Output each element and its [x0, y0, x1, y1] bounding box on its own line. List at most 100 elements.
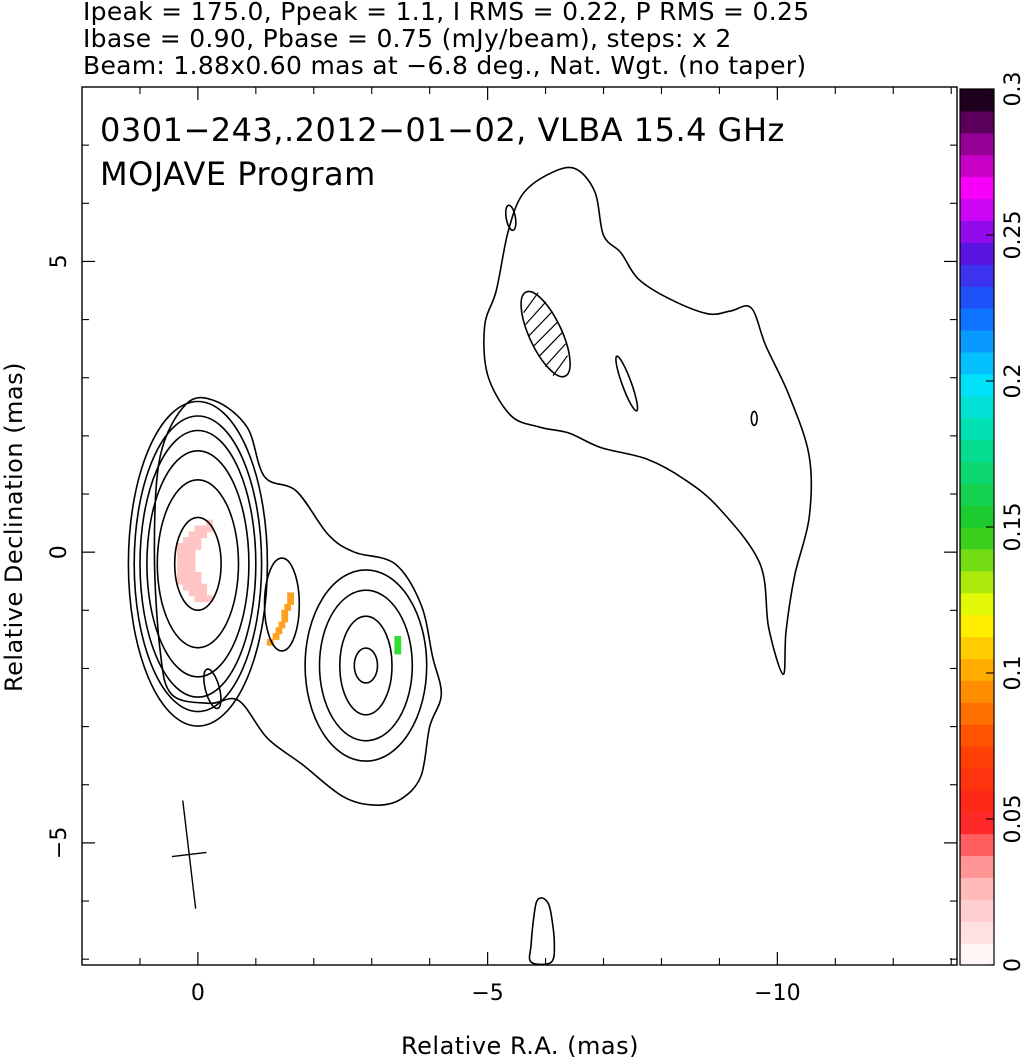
source-title: 0301−243,.2012−01−02, VLBA 15.4 GHz	[100, 111, 785, 149]
colorbar-band	[960, 636, 994, 659]
colorbar-tick-label: 0.3	[1001, 72, 1021, 107]
x-axis-label: Relative R.A. (mas)	[401, 1032, 639, 1060]
knot-polarization-pixel	[272, 633, 280, 640]
core-polarization-pixel	[188, 548, 196, 556]
knot-2-contour-4	[304, 569, 428, 762]
knot-polarization-pixel	[284, 604, 292, 611]
core-polarization-pixel	[182, 543, 190, 550]
core-contour-4	[139, 429, 257, 698]
core-polarization-pixel	[177, 566, 184, 573]
core-contour-5	[133, 415, 263, 713]
core-polarization-pixel	[177, 577, 184, 585]
program-label: MOJAVE Program	[100, 155, 376, 193]
colorbar-band	[960, 702, 994, 725]
core-contour-6	[127, 400, 269, 727]
core-polarization-pixel	[182, 566, 190, 573]
core-polarization-pixel	[194, 531, 202, 539]
minor-contour-1	[203, 668, 222, 710]
core-polarization-pixel	[194, 525, 202, 533]
core-polarization-pixel	[200, 589, 208, 597]
core-polarization-pixel	[194, 577, 202, 585]
core-polarization-pixel	[206, 595, 213, 603]
colorbar-band	[960, 417, 994, 440]
core-polarization-pixel	[182, 583, 190, 591]
colorbar-band	[960, 548, 994, 572]
core-polarization-pixel	[177, 543, 184, 550]
core-polarization-pixel	[200, 595, 208, 603]
core-polarization-pixel	[182, 537, 190, 544]
core-polarization-pixel	[188, 537, 196, 544]
colorbar-band	[960, 351, 994, 375]
minor-contour-4	[750, 410, 758, 427]
y-tick-label: 5	[47, 254, 72, 268]
colorbar-band	[960, 877, 994, 900]
x-tick-label: −5	[471, 981, 503, 1006]
header-peak-line: Ipeak = 175.0, Ppeak = 1.1, I RMS = 0.22…	[83, 0, 809, 26]
negative-contour-hatch	[528, 311, 553, 337]
knot-polarization-pixel	[281, 609, 289, 617]
colorbar-band	[960, 461, 994, 484]
core-polarization-pixel	[194, 589, 202, 597]
header-base-line: Ibase = 0.90, Pbase = 0.75 (mJy/beam), s…	[83, 24, 732, 53]
colorbar-band	[960, 132, 994, 156]
core-polarization-pixel	[194, 543, 202, 550]
colorbar-tick-label: 0.15	[1001, 503, 1021, 552]
minor-contour-3	[615, 355, 639, 412]
outer-knot-polarization-pixel	[394, 647, 402, 655]
outer-knot-polarization-pixel	[394, 636, 402, 643]
knot-polarization-pixel	[266, 638, 274, 646]
knot-2-contour-1	[353, 647, 379, 684]
outer-jet-envelope	[483, 166, 813, 676]
core-polarization-pixel	[200, 531, 208, 539]
colorbar-band	[960, 570, 994, 594]
negative-contour-hatch	[552, 355, 568, 376]
core-polarization-pixel	[188, 554, 196, 562]
colorbar-band	[960, 592, 994, 616]
colorbar-band	[960, 395, 994, 419]
core-polarization-pixel	[188, 583, 196, 591]
colorbar-band	[960, 527, 994, 550]
polarization-fraction-layer	[177, 519, 402, 655]
colorbar-band	[960, 746, 994, 769]
beam-minor-axis	[171, 851, 207, 858]
core-polarization-pixel	[206, 525, 213, 533]
inner-jet-envelope	[153, 396, 443, 806]
beam-marker	[171, 800, 207, 909]
y-tick-label: −5	[47, 827, 72, 859]
knot-polarization-pixel	[278, 621, 286, 629]
colorbar-band	[960, 899, 994, 922]
core-polarization-pixel	[177, 560, 184, 568]
core-polarization-pixel	[182, 554, 190, 562]
minor-contour-2	[504, 204, 517, 232]
knot-1-contour-1	[263, 557, 301, 652]
core-polarization-pixel	[188, 577, 196, 585]
core-polarization-pixel	[194, 595, 202, 603]
x-tick-label: 0	[191, 981, 205, 1006]
core-polarization-pixel	[182, 560, 190, 568]
colorbar-band	[960, 110, 994, 134]
colorbar-band	[960, 789, 994, 813]
colorbar-band	[960, 833, 994, 857]
colorbar-tick-label: 0.2	[1001, 364, 1021, 399]
core-contour-3	[146, 449, 250, 678]
core-polarization-pixel	[188, 589, 196, 597]
core-polarization-pixel	[188, 543, 196, 550]
knot-polarization-pixel	[287, 592, 294, 600]
core-polarization-pixel	[182, 572, 190, 579]
negative-contour-hatch	[525, 301, 547, 325]
core-polarization-pixel	[177, 572, 184, 579]
negative-contour-hatch	[533, 321, 559, 347]
core-polarization-pixel	[188, 560, 196, 568]
colorbar-band	[960, 373, 994, 397]
colorbar-band	[960, 220, 994, 243]
colorbar-band	[960, 767, 994, 791]
colorbar-band	[960, 943, 994, 966]
core-polarization-pixel	[200, 525, 208, 533]
axis-ticks: 0 −5 −10 5 0 −5	[47, 87, 957, 1006]
knot-polarization-pixel	[287, 598, 294, 605]
colorbar-band	[960, 505, 994, 528]
header-beam-line: Beam: 1.88x0.60 mas at −6.8 deg., Nat. W…	[83, 51, 806, 80]
colorbar-band	[960, 329, 994, 353]
colorbar: 0 0.05 0.1 0.15 0.2 0.25 0.3	[959, 72, 1021, 972]
